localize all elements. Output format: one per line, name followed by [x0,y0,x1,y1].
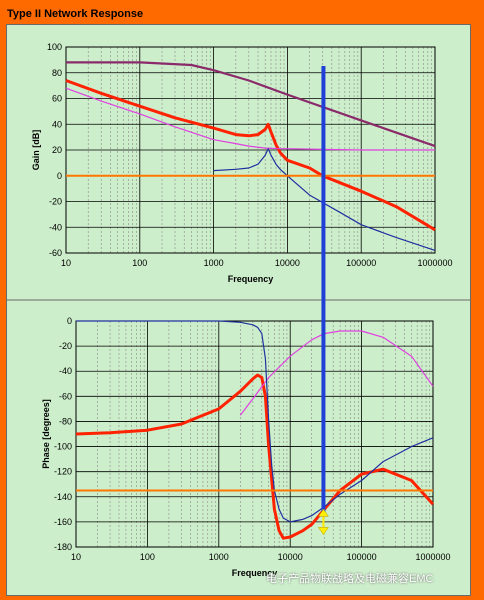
phase-margin-arrow-head-down [317,527,329,535]
gain-series-purple [66,61,436,148]
phase-x-tick-label: 1000000 [415,552,450,562]
gain-y-tick-label: -40 [49,222,62,232]
gain-x-tick-label: 100000 [346,258,376,268]
phase-y-tick-label: -100 [54,442,72,452]
gain-y-tick-label: 60 [52,94,62,104]
gain-y-tick-label: 100 [47,42,62,52]
gain-y-tick-label: 0 [57,171,62,181]
phase-y-tick-label: -40 [59,366,72,376]
phase-x-tick-label: 10 [71,552,81,562]
phase-plot-area [76,321,433,547]
gain-y-tick-label: 80 [52,68,62,78]
phase-margin-arrow-head-up [317,508,329,517]
phase-y-tick-label: -120 [54,467,72,477]
phase-series-red [75,373,435,540]
gain-x-tick-label: 1000 [204,258,224,268]
phase-y-tick-label: 0 [67,316,72,326]
gain-x-tick-label: 10 [61,258,71,268]
phase-margin-arrow [317,508,329,535]
gain-y-tick-label: 40 [52,119,62,129]
chart-window-title: Type II Network Response [7,8,144,20]
gain-x-tick-label: 10000 [275,258,300,268]
gain-y-tick-label: -60 [49,248,62,258]
gain-y-tick-label: 20 [52,145,62,155]
phase-y-tick-label: -160 [54,517,72,527]
gain-y-axis-label: Gain [dB] [31,130,41,171]
phase-y-tick-label: -80 [59,416,72,426]
phase-y-axis-label: Phase [degrees] [41,399,51,469]
phase-chart: 10 100 1000 10000 100000 1000000 0 -20 -40 -60 -80… [41,316,451,578]
phase-x-tick-label: 1000 [209,552,229,562]
phase-series-navy [76,320,434,523]
gain-y-tick-label: -20 [49,197,62,207]
gain-chart: 10 100 1000 10000 100000 1000000 100 80 60 40 20 0 -… [31,42,453,284]
phase-x-axis-label: Frequency [232,568,278,578]
phase-y-tick-label: -20 [59,341,72,351]
phase-y-tick-label: -140 [54,492,72,502]
phase-x-tick-label: 100 [140,552,155,562]
phase-y-tick-label: -180 [54,542,72,552]
gain-x-axis-label: Frequency [228,274,274,284]
phase-y-tick-label: -60 [59,391,72,401]
phase-x-tick-label: 100000 [347,552,377,562]
gain-series-navy [213,148,436,251]
gain-x-tick-label: 1000000 [417,258,452,268]
phase-x-tick-label: 10000 [278,552,303,562]
watermark-text: 电子产品物联战略及电磁兼容EMC [266,573,434,585]
gain-x-tick-label: 100 [132,258,147,268]
